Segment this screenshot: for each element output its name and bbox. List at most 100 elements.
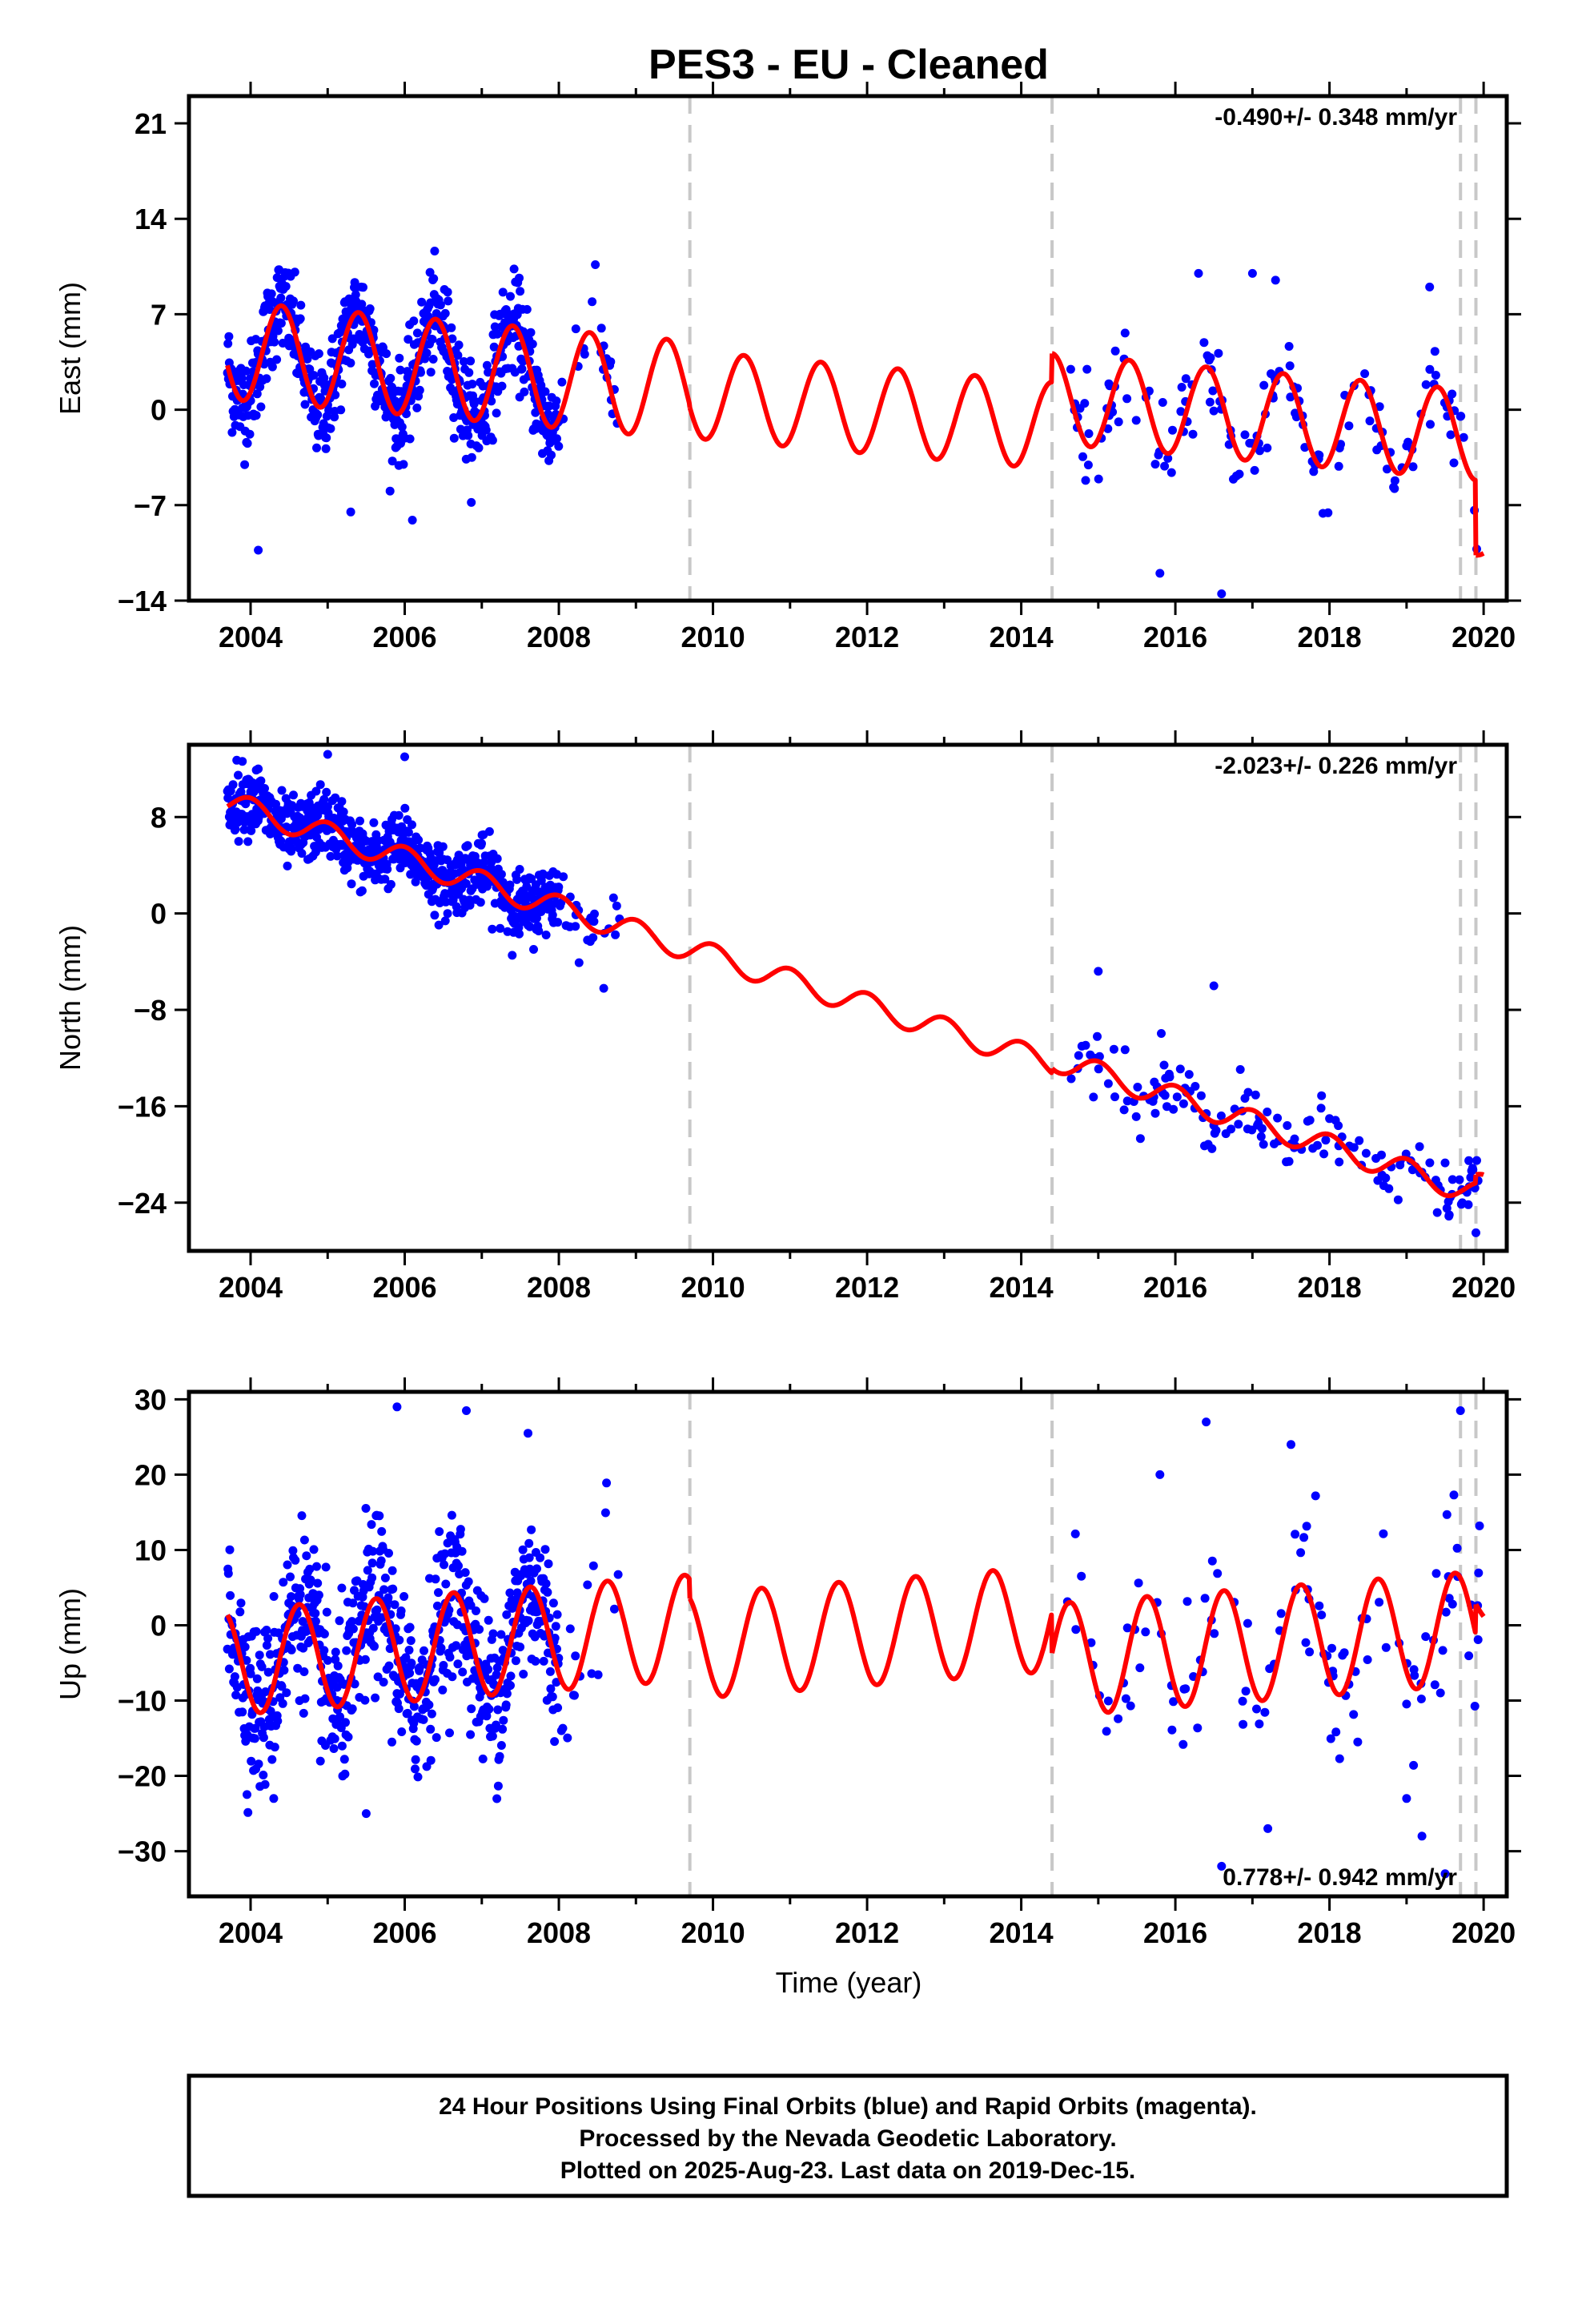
east-data-point (397, 422, 407, 432)
east-data-point (365, 304, 375, 313)
up-data-point (254, 1759, 263, 1769)
north-y-ticks: −24 −16 −8 0 8 (118, 801, 1521, 1220)
east-data-point (312, 443, 321, 452)
east-data-point (386, 373, 396, 383)
north-data-point (1355, 1136, 1364, 1145)
up-data-point (551, 1622, 560, 1631)
east-data-point (1425, 282, 1435, 292)
up-data-point (262, 1626, 271, 1634)
up-data-point (524, 1538, 534, 1548)
up-data-point (501, 1700, 511, 1710)
up-data-point (384, 1549, 393, 1558)
east-data-point (522, 304, 532, 314)
east-data-point (1199, 338, 1209, 348)
up-data-point (552, 1610, 562, 1619)
east-data-point (224, 332, 234, 341)
up-data-point (360, 1655, 370, 1664)
up-data-point (426, 1755, 436, 1765)
up-data-point (492, 1720, 500, 1730)
east-data-point (474, 443, 484, 452)
east-data-point (440, 308, 450, 318)
north-data-point (1157, 1029, 1166, 1038)
north-data-point (1160, 1091, 1170, 1100)
up-data-point (363, 1566, 372, 1575)
up-data-point (550, 1634, 560, 1642)
up-data-point (1327, 1643, 1336, 1653)
footer-line-3: Plotted on 2025-Aug-23. Last data on 201… (560, 2157, 1136, 2184)
up-data-point (1210, 1629, 1219, 1638)
north-data-point (1119, 1105, 1129, 1115)
east-data-point (396, 365, 405, 375)
north-y-tick-label: 0 (151, 898, 167, 931)
north-data-point (1207, 1144, 1217, 1153)
up-data-point (536, 1553, 545, 1562)
north-data-point (559, 872, 568, 882)
north-data-point (314, 825, 323, 834)
north-x-tick-label: 2016 (1143, 1271, 1207, 1304)
up-data-point (445, 1652, 455, 1662)
up-x-tick-label: 2012 (835, 1916, 899, 1949)
east-data-point (252, 389, 262, 399)
north-data-point (1313, 1140, 1322, 1150)
east-data-point (336, 405, 346, 415)
up-data-point (545, 1667, 555, 1676)
north-data-point (400, 752, 409, 762)
north-data-point (454, 850, 464, 860)
north-data-point (1317, 1091, 1327, 1100)
up-data-point (1217, 1861, 1227, 1871)
east-data-point (509, 264, 519, 274)
north-data-point (319, 794, 329, 804)
up-x-ticks: 2004 2006 2008 2010 2012 2014 2016 2018 2020 (219, 1377, 1516, 1949)
north-data-point (347, 820, 357, 830)
north-data-point (1165, 1072, 1174, 1082)
footer-frame (187, 2073, 1509, 2198)
north-data-point (465, 900, 475, 910)
up-data-point (384, 1661, 394, 1671)
up-data-point (337, 1741, 347, 1751)
up-data-point (493, 1781, 503, 1791)
east-data-point (1408, 462, 1418, 472)
up-data-point (1416, 1695, 1426, 1703)
north-data-point (339, 807, 348, 817)
east-data-point (270, 337, 279, 347)
north-data-point (1209, 981, 1219, 991)
east-data-point (1315, 450, 1324, 460)
panel-east: 2004 2006 2008 2010 2012 2014 2016 2018 2020 −14… (54, 82, 1521, 653)
east-x-tick-label: 2004 (219, 621, 283, 653)
up-data-point (524, 1553, 534, 1562)
east-data-point (289, 296, 298, 306)
east-plot-frame (187, 94, 1509, 603)
up-data-point (396, 1606, 406, 1615)
east-data-point (488, 436, 497, 445)
up-data-point (439, 1661, 448, 1670)
north-data-point (1235, 1065, 1245, 1074)
up-data-point (1447, 1599, 1457, 1609)
east-data-point (431, 296, 440, 305)
north-data-point (608, 893, 618, 903)
north-data-point (297, 849, 307, 858)
east-data-point (1431, 371, 1440, 380)
up-data-point (1381, 1642, 1391, 1652)
up-data-point (466, 1601, 476, 1610)
north-data-point (515, 865, 524, 874)
up-data-point (313, 1578, 323, 1588)
east-data-point (596, 324, 606, 333)
up-data-point (311, 1617, 320, 1626)
up-data-point (400, 1592, 409, 1601)
north-data-point (1316, 1104, 1326, 1113)
east-data-point (1168, 425, 1177, 435)
up-data-point (553, 1703, 563, 1712)
east-data-point (536, 380, 546, 390)
east-data-point (1446, 430, 1456, 440)
east-data-point (428, 355, 438, 364)
north-data-point (1196, 1091, 1206, 1100)
east-data-point (1449, 458, 1459, 468)
up-data-point (299, 1667, 309, 1676)
north-data-point (574, 958, 584, 967)
up-breaks (688, 1392, 1478, 1896)
north-data-point (1169, 1104, 1178, 1114)
east-data-point (351, 290, 360, 300)
north-data-point (357, 886, 367, 895)
up-data-point (309, 1545, 319, 1554)
east-data-point (295, 314, 305, 324)
